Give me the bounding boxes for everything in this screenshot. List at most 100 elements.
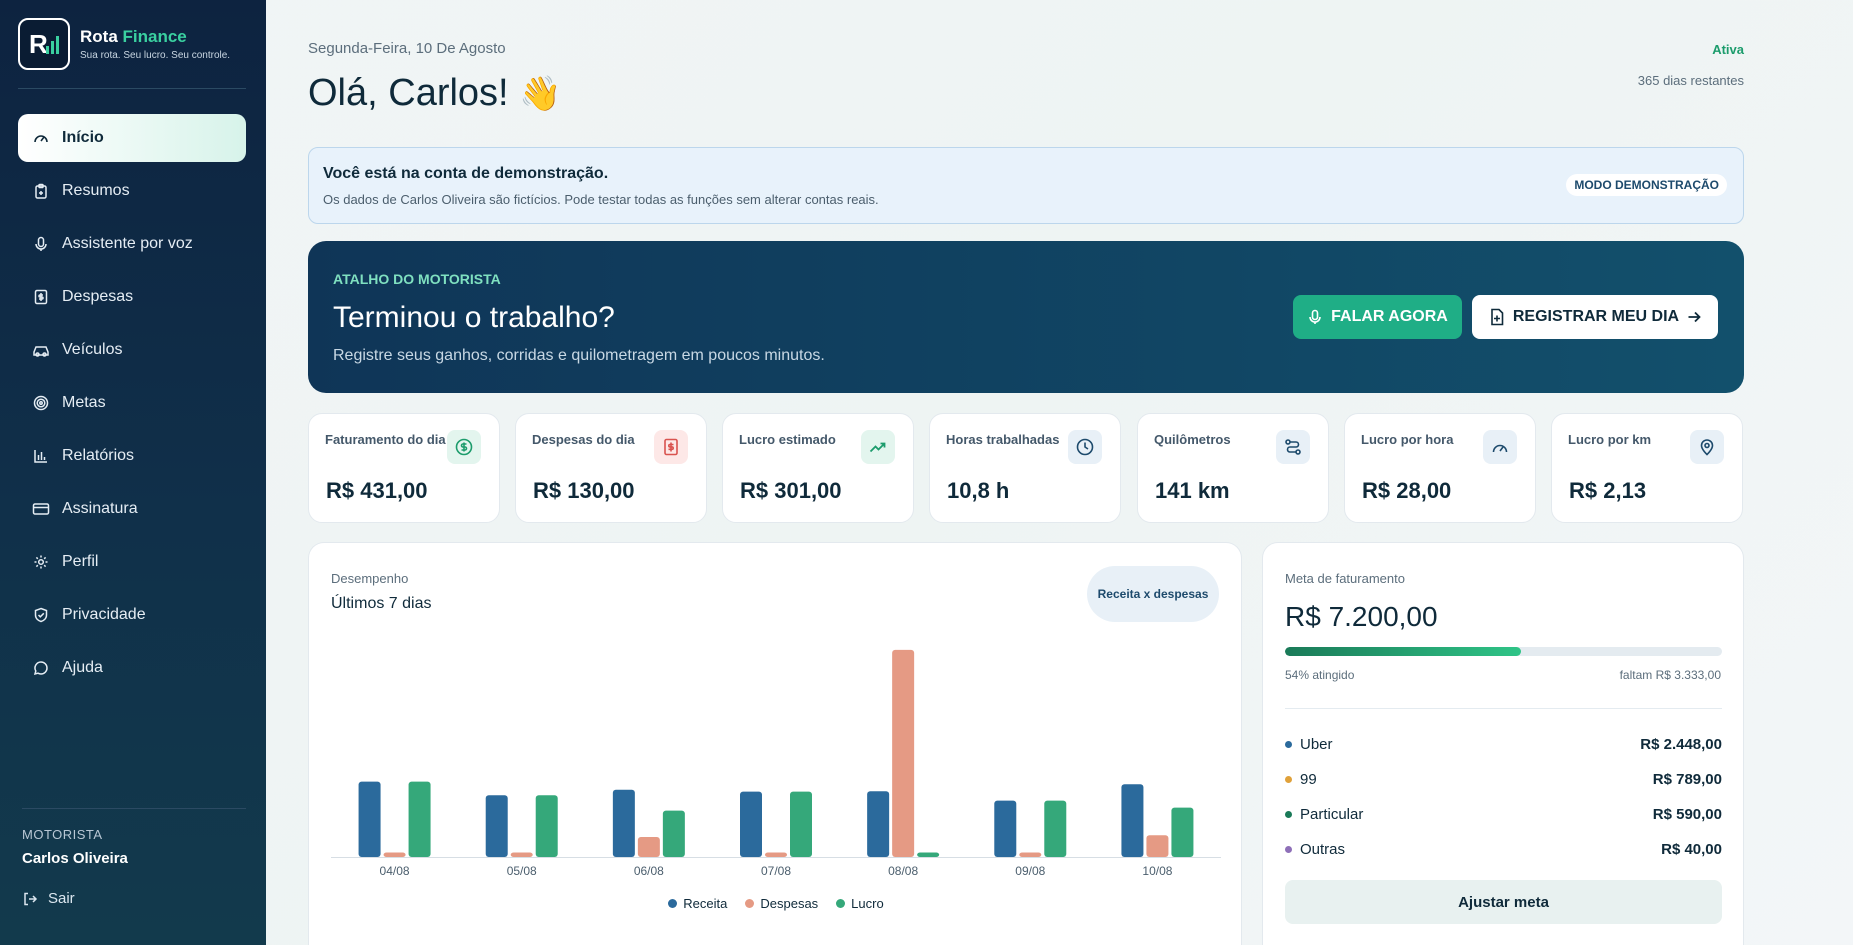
brand-name: Rota Finance [80,27,187,46]
subscription-status: Ativa 365 dias restantes [1638,42,1744,88]
status-badge: Ativa [1712,42,1744,57]
bar-lucro-08/08[interactable] [917,852,940,857]
sidebar-item-despesas[interactable]: Despesas [18,273,246,321]
bar-despesas-08/08[interactable] [892,649,915,857]
kpi-card-hours: Horas trabalhadas 10,8 h [929,413,1121,523]
talk-now-button[interactable]: FALAR AGORA [1293,295,1462,339]
legend-item-lucro[interactable]: Lucro [836,896,884,911]
kpi-value: R$ 130,00 [533,478,635,503]
source-dot [1285,846,1292,853]
goal-value: R$ 7.200,00 [1285,601,1438,632]
kpi-label: Lucro estimado [739,432,836,447]
kpi-value: R$ 301,00 [740,478,842,503]
bar-lucro-06/08[interactable] [662,810,685,857]
sidebar-item-privacidade[interactable]: Privacidade [18,591,246,639]
x-tick-label: 06/08 [634,864,664,878]
divider [22,808,246,809]
bar-receita-05/08[interactable] [485,795,508,857]
driver-name: Carlos Oliveira [22,850,128,867]
source-row-99: 99 R$ 789,00 [1285,762,1722,797]
main-content: Segunda-Feira, 10 De Agosto Olá, Carlos!… [308,0,1744,945]
sidebar-item-relatorios[interactable]: Relatórios [18,432,246,480]
page-title: Olá, Carlos! 👋 [308,72,562,114]
sidebar-item-veiculos[interactable]: Veículos [18,326,246,374]
kpi-card-expenses: Despesas do dia R$ 130,00 [515,413,707,523]
bar-receita-04/08[interactable] [358,781,381,857]
source-name: 99 [1300,771,1317,788]
kpi-value: R$ 28,00 [1362,478,1452,503]
bar-despesas-04/08[interactable] [383,852,406,857]
sidebar-item-label: Ajuda [62,659,103,676]
bar-lucro-09/08[interactable] [1044,800,1067,857]
legend-item-despesas[interactable]: Despesas [745,896,818,911]
legend-item-receita[interactable]: Receita [668,896,727,911]
sidebar-nav: Início Resumos Assistente por voz Despes… [18,114,246,697]
bar-lucro-04/08[interactable] [408,781,431,857]
sidebar-item-label: Metas [62,394,106,411]
kpi-label: Horas trabalhadas [946,432,1060,447]
goal-remaining: faltam R$ 3.333,00 [1619,668,1721,682]
bar-lucro-07/08[interactable] [790,791,812,857]
bar-despesas-10/08[interactable] [1146,835,1169,857]
bar-receita-06/08[interactable] [612,789,635,857]
bar-receita-10/08[interactable] [1121,784,1144,857]
receipt-icon [32,288,50,306]
kpi-row: Faturamento do dia R$ 431,00 Despesas do… [308,413,1744,523]
x-tick-label: 04/08 [380,864,410,878]
gear-icon [32,553,50,571]
bar-chart-icon [32,447,50,465]
sidebar-item-metas[interactable]: Metas [18,379,246,427]
bar-receita-09/08[interactable] [994,800,1017,857]
dollar-icon [447,430,481,464]
bar-despesas-07/08[interactable] [765,852,787,857]
bar-lucro-05/08[interactable] [535,795,558,857]
brand[interactable]: R Rota Finance Sua rota. Seu lucro. Seu … [18,18,230,70]
kpi-card-profit-per-km: Lucro por km R$ 2,13 [1551,413,1743,523]
kpi-label: Lucro por km [1568,432,1652,447]
sidebar-item-assistente[interactable]: Assistente por voz [18,220,246,268]
hero-title: Terminou o trabalho? [333,301,615,334]
x-tick-label: 05/08 [507,864,537,878]
chart-mode-toggle[interactable]: Receita x despesas [1087,566,1219,622]
kpi-value: 141 km [1155,478,1230,503]
demo-mode-badge: MODO DEMONSTRAÇÃO [1566,174,1727,196]
sidebar-item-label: Assinatura [62,500,138,517]
source-dot [1285,741,1292,748]
bar-lucro-10/08[interactable] [1171,807,1194,857]
source-name: Particular [1300,806,1364,823]
legend-dot [836,899,846,908]
microphone-icon [32,235,50,253]
source-name: Uber [1300,736,1333,753]
bar-despesas-06/08[interactable] [637,837,660,857]
source-value: R$ 40,00 [1661,841,1722,858]
kpi-label: Quilômetros [1154,432,1231,447]
sidebar: R Rota Finance Sua rota. Seu lucro. Seu … [0,0,266,945]
register-day-button[interactable]: REGISTRAR MEU DIA [1472,295,1718,339]
wave-icon: 👋 [519,75,562,113]
legend-dot [668,899,678,908]
bar-receita-07/08[interactable] [740,791,762,857]
kpi-card-profit: Lucro estimado R$ 301,00 [722,413,914,523]
logout-button[interactable]: Sair [22,890,75,907]
sidebar-item-perfil[interactable]: Perfil [18,538,246,586]
x-tick-label: 10/08 [1142,864,1172,878]
chat-bubble-icon [32,659,50,677]
x-tick-label: 09/08 [1015,864,1045,878]
source-value: R$ 590,00 [1652,806,1722,823]
sidebar-item-inicio[interactable]: Início [18,114,246,162]
logo: R [18,18,70,70]
bar-despesas-09/08[interactable] [1019,852,1042,857]
bar-receita-08/08[interactable] [867,791,890,857]
performance-kicker: Desempenho [331,571,409,586]
sidebar-item-label: Início [62,129,104,146]
trending-up-icon [861,430,895,464]
demo-text: Os dados de Carlos Oliveira são fictício… [323,192,879,207]
goal-progress-fill [1285,647,1521,656]
adjust-goal-button[interactable]: Ajustar meta [1285,880,1722,924]
sidebar-item-resumos[interactable]: Resumos [18,167,246,215]
bar-despesas-05/08[interactable] [510,852,533,857]
sidebar-item-assinatura[interactable]: Assinatura [18,485,246,533]
clipboard-icon [32,182,50,200]
revenue-goal-card: Meta de faturamento R$ 7.200,00 54% atin… [1262,542,1744,945]
sidebar-item-ajuda[interactable]: Ajuda [18,644,246,692]
